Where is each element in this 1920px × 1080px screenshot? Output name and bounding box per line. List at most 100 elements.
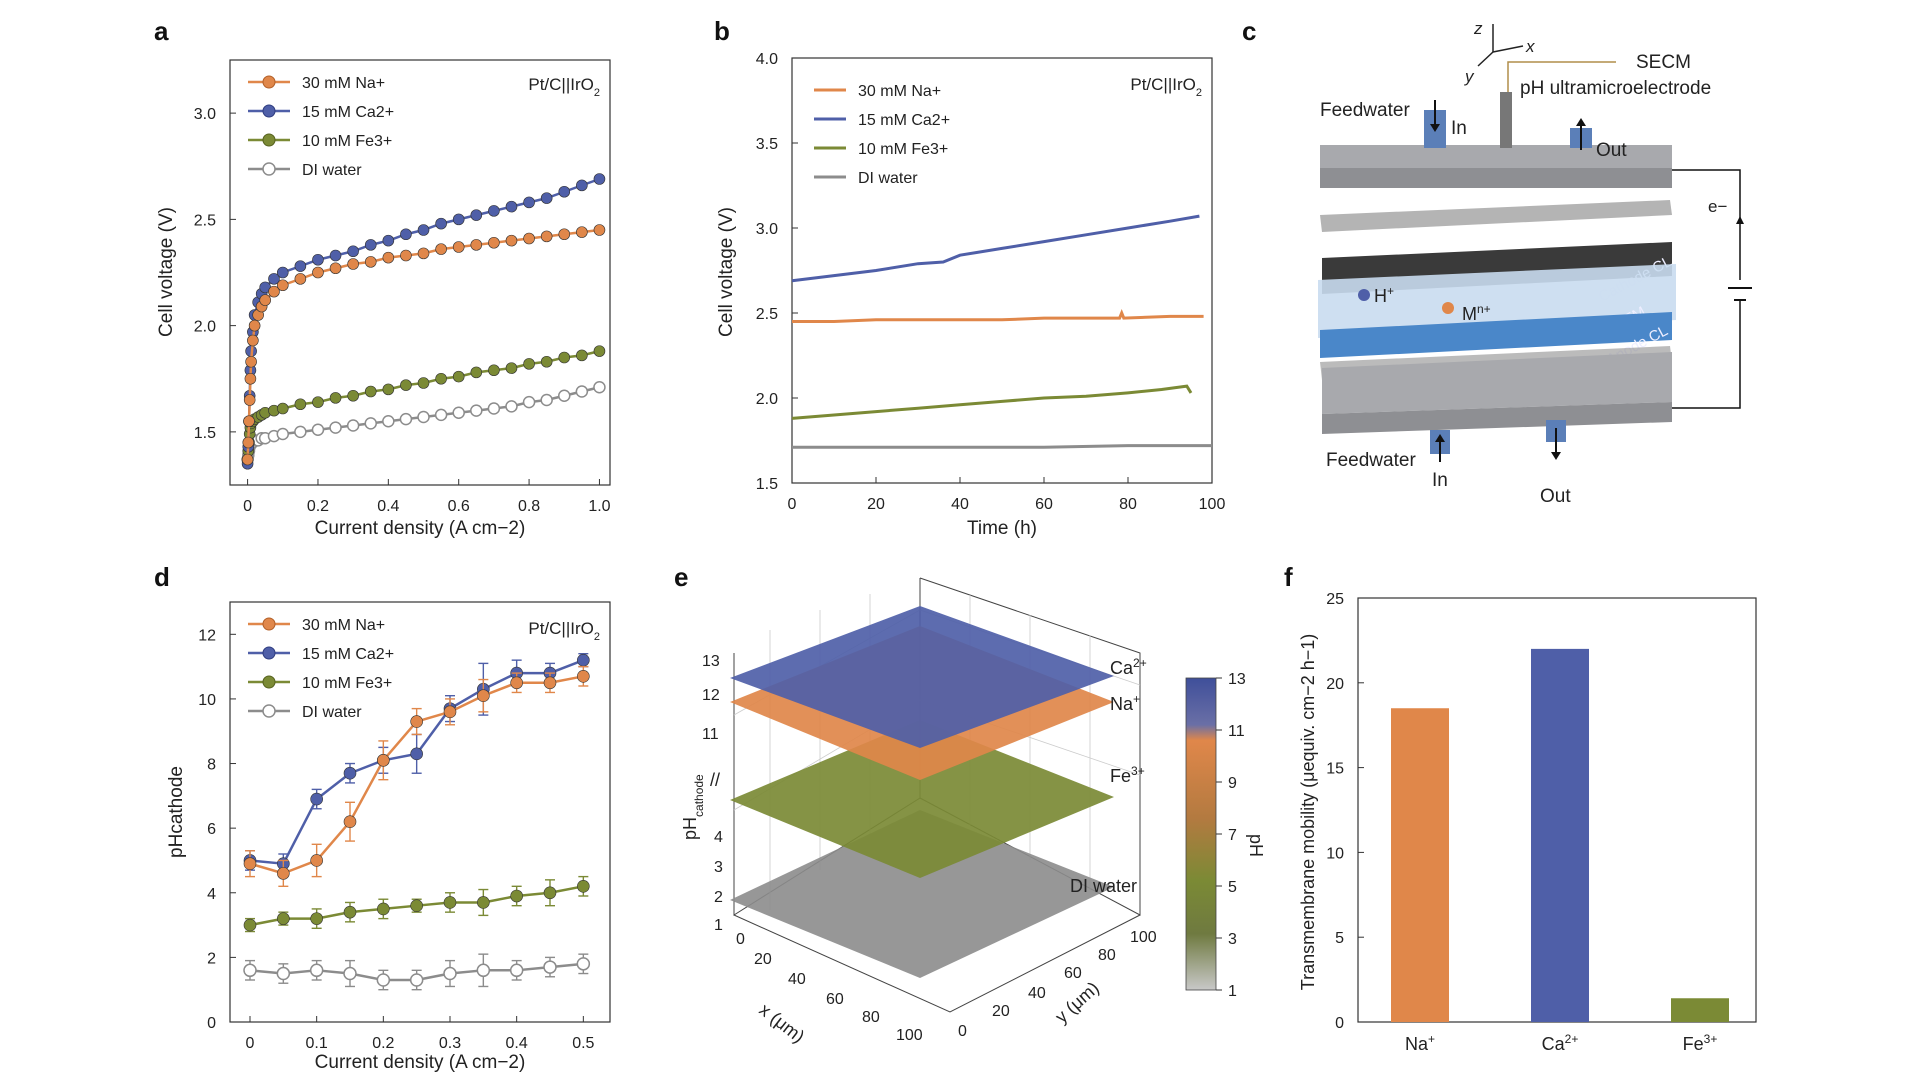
panel-label-c: c xyxy=(1242,16,1256,46)
data-point-ca xyxy=(470,209,483,221)
data-point-di xyxy=(376,973,391,987)
surface-fe xyxy=(730,720,1114,878)
data-point-na xyxy=(243,394,256,406)
axis-y-label: y xyxy=(1464,67,1475,86)
circuit-wire-bottom xyxy=(1672,300,1741,409)
y-tick-label: 12 xyxy=(198,627,216,644)
data-point-ca xyxy=(410,747,423,761)
chart-a-title: Pt/C||IrO2 xyxy=(528,75,600,99)
panel-label-e: e xyxy=(674,562,688,592)
data-point-na xyxy=(452,241,465,253)
data-point-na xyxy=(488,236,500,249)
y-tick-label: 2.0 xyxy=(756,391,778,408)
data-point-ca xyxy=(329,249,342,262)
legend-a-ca-marker xyxy=(262,104,276,118)
data-point-di xyxy=(364,417,377,430)
data-point-fe xyxy=(576,349,588,362)
ph-electrode-label: pH ultramicroelectrode xyxy=(1520,78,1711,99)
circuit-wire-top xyxy=(1672,169,1741,280)
y-tick-label: 4.0 xyxy=(756,51,778,68)
y-tick-label: 3.0 xyxy=(194,106,216,123)
data-point-di xyxy=(540,393,553,407)
data-point-di xyxy=(309,963,324,978)
chart-b: b 0 20 40 60 80 100 1.5 2.0 2.5 3.0 3.5 4.0 Pt/C||… xyxy=(714,16,1225,539)
plot-frame-d xyxy=(229,601,611,1023)
data-point-fe xyxy=(312,396,324,408)
x-tick-label: 0 xyxy=(243,498,252,515)
legend-d-na: 30 mM Na+ xyxy=(302,617,385,634)
data-point-ca xyxy=(310,792,323,806)
legend-b: 30 mM Na+ 15 mM Ca2+ 10 mM Fe3+ DI water xyxy=(814,83,950,187)
data-point-di xyxy=(487,402,501,415)
y-tick: 60 xyxy=(1064,965,1082,982)
panel-f: f 0 5 10 15 20 25 Na+ Ca2+ Fe3+ Transmembrane… xyxy=(1270,550,1790,1075)
y-tick-label: 10 xyxy=(1326,845,1344,862)
anode-cl xyxy=(1320,312,1672,358)
plot-frame-b xyxy=(791,57,1213,484)
series-line-ca xyxy=(791,214,1200,283)
data-point-na xyxy=(377,754,390,767)
z-tick: 13 xyxy=(702,653,720,670)
data-point-ca xyxy=(523,196,535,209)
data-point-ca xyxy=(577,653,590,667)
data-point-na xyxy=(577,670,590,683)
x-tick: 60 xyxy=(826,991,844,1008)
data-point-fe xyxy=(477,896,490,909)
colorbar-label: pH xyxy=(1246,834,1266,857)
panel-label-f: f xyxy=(1284,562,1293,592)
legend-d-ca-marker xyxy=(262,646,276,660)
data-point-ca xyxy=(435,217,447,230)
legend-a-di: DI water xyxy=(302,162,362,179)
data-point-di xyxy=(399,412,413,426)
data-point-fe xyxy=(488,364,500,377)
chart-b-title: Pt/C||IrO2 xyxy=(1130,75,1202,99)
data-point-ca xyxy=(488,205,500,217)
secm-leader-line xyxy=(1507,61,1616,92)
x-tick: 0 xyxy=(736,931,745,948)
data-point-na xyxy=(329,262,342,275)
plot-frame-a xyxy=(229,59,611,486)
data-point-na xyxy=(543,676,557,690)
data-point-fe xyxy=(593,345,606,357)
electron-label: e− xyxy=(1708,197,1727,216)
out-top-label: Out xyxy=(1596,140,1627,161)
data-point-di xyxy=(505,400,518,413)
chart-d-title: Pt/C||IrO2 xyxy=(528,619,600,643)
data-point-fe xyxy=(523,358,535,370)
x-tick-label: 0.3 xyxy=(439,1035,461,1052)
data-point-na xyxy=(558,228,571,241)
data-point-ca xyxy=(268,273,280,285)
colorbar-tick-label: 7 xyxy=(1228,827,1237,844)
panel-d: d 0 0.1 0.2 0.3 0.4 0.5 0 2 4 6 8 10 12 Pt/C||IrO2 … xyxy=(150,550,670,1075)
secm-label: SECM xyxy=(1636,52,1691,73)
data-point-na xyxy=(277,867,290,880)
box-floor xyxy=(733,914,1141,1013)
legend-a-fe-marker xyxy=(262,133,276,147)
chart-a-xlabel: Current density (A cm−2) xyxy=(315,518,526,539)
data-point-fe xyxy=(329,392,342,404)
x-tick-label: 0.4 xyxy=(506,1035,528,1052)
data-point-fe xyxy=(510,889,523,903)
electron-arrowhead xyxy=(1736,216,1744,224)
panel-c: c z x y SECM pH ultramicroelectrode Feed… xyxy=(1240,10,1760,510)
legend-d-ca: 15 mM Ca2+ xyxy=(302,646,394,663)
legend-b-ca: 15 mM Ca2+ xyxy=(858,112,950,129)
chart-e-zlabel: pHcathode xyxy=(680,774,706,840)
data-point-na xyxy=(276,279,289,292)
y-tick-label: 2.5 xyxy=(194,212,216,229)
x-tick-label: 0.5 xyxy=(572,1035,594,1052)
data-point-na xyxy=(312,266,324,279)
data-point-fe xyxy=(400,379,412,391)
feedwater-top-label: Feedwater xyxy=(1320,100,1410,121)
data-point-fe xyxy=(540,355,553,368)
data-point-di xyxy=(593,381,606,394)
data-point-fe xyxy=(443,896,457,909)
legend-b-fe: 10 mM Fe3+ xyxy=(858,141,948,158)
surface-di-label: DI water xyxy=(1070,876,1137,896)
data-point-ca xyxy=(417,224,430,236)
legend-d: 30 mM Na+ 15 mM Ca2+ 10 mM Fe3+ DI water xyxy=(248,617,394,721)
data-point-na xyxy=(470,239,483,251)
data-point-ca xyxy=(400,228,412,241)
data-point-na xyxy=(294,273,307,285)
